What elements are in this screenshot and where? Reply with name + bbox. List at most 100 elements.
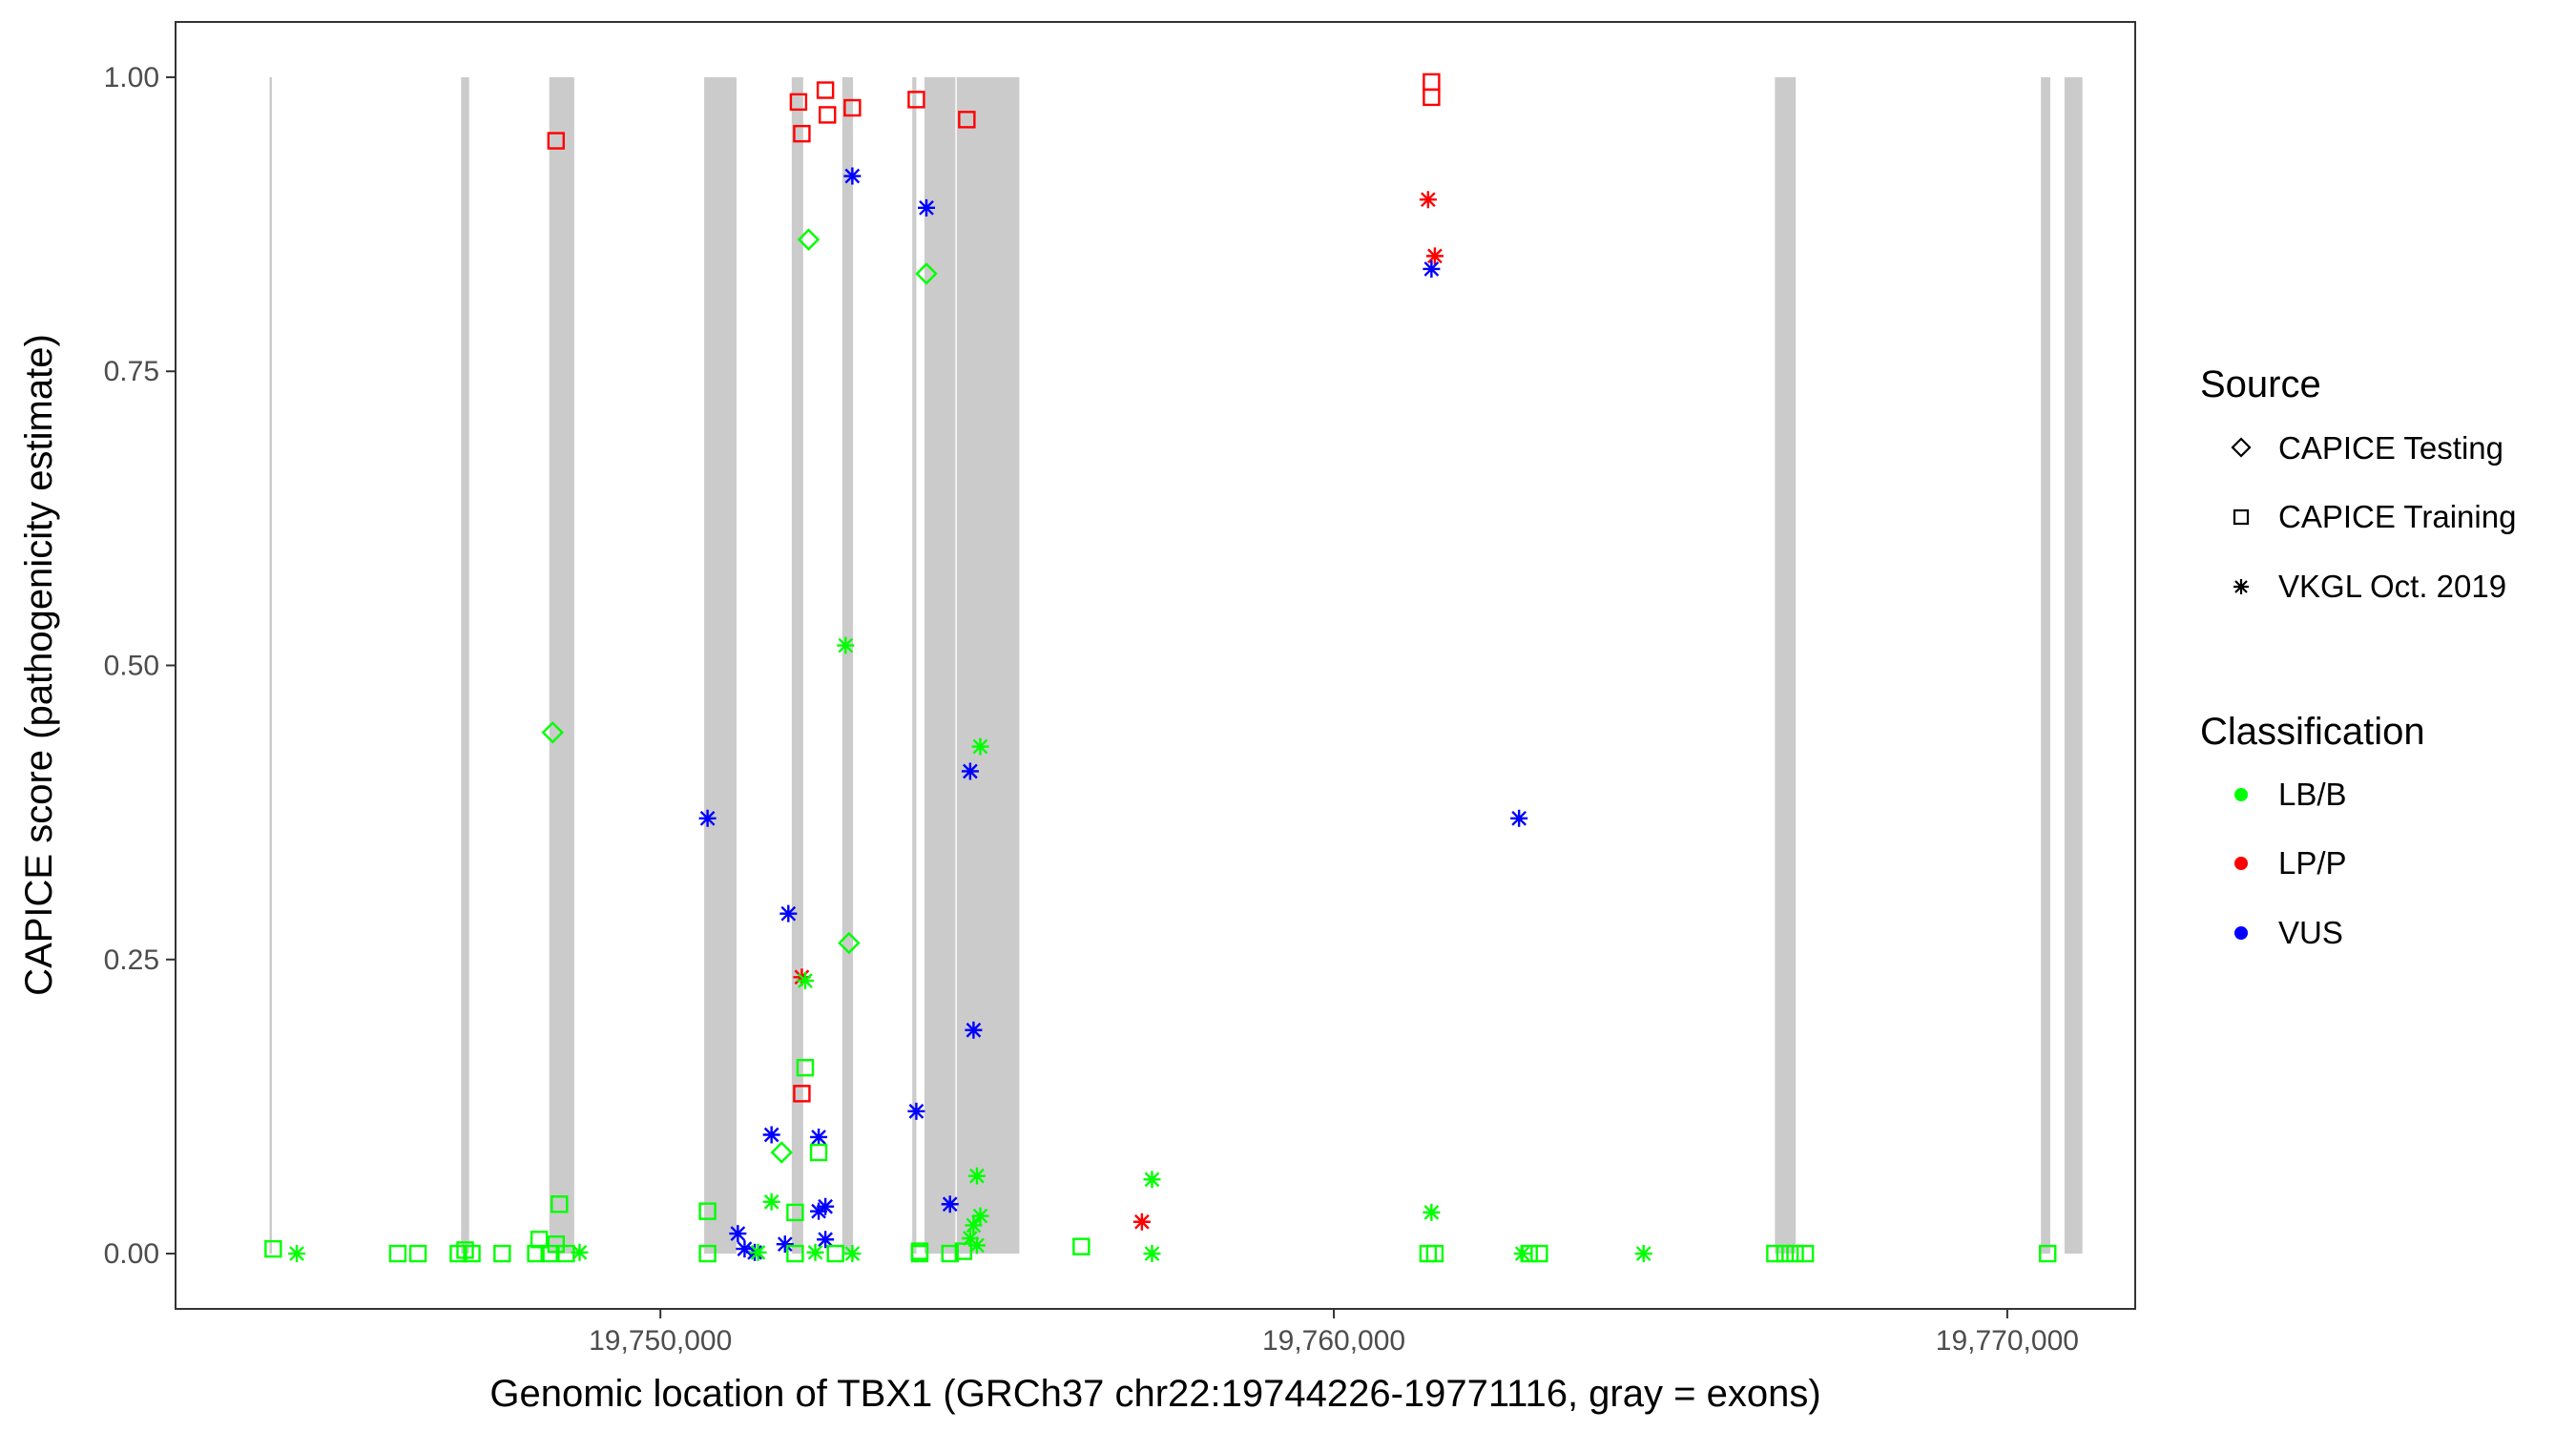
data-point-asterisk: [967, 1167, 986, 1185]
data-point-diamond: [541, 721, 564, 744]
x-axis-title: Genomic location of TBX1 (GRCh37 chr22:1…: [489, 1373, 1820, 1415]
legend: Source CAPICE Testing CAPICE Training VK…: [2200, 363, 2516, 950]
data-point-square: [793, 1085, 811, 1103]
data-point-asterisk: [967, 1236, 986, 1255]
data-point-asterisk: [698, 809, 717, 827]
data-point-square: [547, 132, 566, 150]
data-point-asterisk: [961, 1230, 979, 1248]
data-point-square: [910, 1244, 929, 1263]
data-point-asterisk: [965, 1216, 983, 1234]
data-point-asterisk: [1634, 1245, 1652, 1263]
legend-source-training: CAPICE Training: [2233, 499, 2516, 534]
data-point-asterisk: [971, 1207, 989, 1225]
legend-class-vus-label: VUS: [2278, 915, 2343, 950]
data-point-square: [463, 1244, 481, 1263]
data-point-square: [1786, 1244, 1804, 1263]
legend-class-lpp-label: LP/P: [2278, 845, 2347, 881]
data-point-asterisk: [971, 737, 989, 756]
y-tick-label: 0.50: [104, 651, 159, 682]
data-point-asterisk: [288, 1245, 306, 1263]
data-point-diamond: [797, 228, 821, 251]
legend-class-lpp: LP/P: [2234, 845, 2347, 881]
data-point-square: [449, 1244, 467, 1263]
data-point-asterisk: [1510, 809, 1528, 827]
exon-band: [704, 76, 737, 1255]
x-axis: 19,750,000 19,760,000 19,770,000: [589, 1309, 2079, 1357]
data-point-asterisk: [817, 1197, 835, 1215]
y-tick-label: 1.00: [104, 62, 159, 93]
data-point-square: [816, 81, 835, 99]
data-point-square: [698, 1244, 717, 1263]
data-point-square: [941, 1244, 959, 1263]
legend-class-lbb-label: LB/B: [2278, 777, 2347, 812]
data-point-square: [264, 1239, 282, 1258]
exon-band: [2041, 76, 2051, 1255]
data-point-square: [1423, 88, 1441, 107]
data-point-square: [557, 1244, 575, 1263]
data-point-asterisk: [843, 167, 862, 185]
data-point-asterisk: [837, 636, 855, 654]
data-point-asterisk: [736, 1240, 754, 1258]
exon-band: [549, 76, 574, 1255]
data-point-asterisk: [729, 1225, 747, 1243]
legend-source-vkgl: VKGL Oct. 2019: [2233, 569, 2506, 604]
legend-source-title: Source: [2200, 363, 2321, 405]
data-point-square: [789, 93, 808, 112]
exon-band: [956, 76, 1020, 1255]
data-point-asterisk: [1425, 247, 1444, 265]
data-point-square: [698, 1202, 717, 1220]
exon-band: [2064, 76, 2083, 1255]
data-point-square: [493, 1244, 511, 1263]
data-point-square: [958, 111, 976, 129]
data-point-square: [786, 1203, 804, 1222]
data-point-square: [388, 1244, 407, 1263]
exon-band: [841, 76, 854, 1255]
data-point-square: [1520, 1244, 1538, 1263]
dot-marker-icon: [2234, 926, 2248, 940]
exon-band: [461, 76, 469, 1255]
data-point-square: [527, 1244, 545, 1263]
data-point-square: [1530, 1244, 1548, 1263]
square-marker-icon: [2233, 508, 2250, 526]
data-point-asterisk: [779, 904, 798, 923]
data-point-asterisk: [918, 198, 936, 217]
data-point-square: [551, 1195, 569, 1213]
data-point-asterisk: [1143, 1245, 1161, 1263]
legend-source-training-label: CAPICE Training: [2278, 499, 2516, 534]
data-point-asterisk: [571, 1243, 589, 1261]
exon-band: [791, 76, 803, 1255]
dot-marker-icon: [2234, 788, 2248, 801]
exon-band: [912, 76, 917, 1255]
exon-band: [269, 76, 272, 1255]
data-point-asterisk: [941, 1195, 959, 1213]
data-point-square: [540, 1244, 558, 1263]
data-point-diamond: [915, 262, 938, 285]
legend-source-testing-label: CAPICE Testing: [2278, 430, 2503, 466]
data-point-square: [2039, 1244, 2057, 1263]
data-point-asterisk: [1423, 259, 1441, 278]
x-tick-label: 19,770,000: [1936, 1325, 2079, 1357]
data-point-asterisk: [796, 971, 814, 989]
data-point-asterisk: [762, 1126, 780, 1144]
legend-class-title: Classification: [2200, 711, 2425, 753]
exon-band: [1775, 76, 1797, 1255]
y-axis-title: CAPICE score (pathogenicity estimate): [18, 334, 60, 996]
data-point-square: [1776, 1244, 1795, 1263]
data-point-asterisk: [1132, 1213, 1151, 1231]
data-point-square: [1072, 1237, 1091, 1255]
data-point-square: [1766, 1244, 1784, 1263]
x-tick-label: 19,750,000: [589, 1325, 732, 1357]
data-point-square: [796, 1059, 815, 1077]
data-point-diamond: [770, 1141, 793, 1164]
data-point-square: [826, 1244, 844, 1263]
data-point-asterisk: [965, 1021, 983, 1039]
data-point-square: [530, 1231, 549, 1249]
data-point-square: [1796, 1244, 1815, 1263]
data-point-square: [907, 91, 925, 109]
data-point-diamond: [838, 931, 861, 955]
x-tick-label: 19,760,000: [1262, 1325, 1405, 1357]
dot-marker-icon: [2234, 857, 2248, 870]
data-point-square: [1425, 1244, 1444, 1263]
data-point-square: [819, 106, 837, 124]
